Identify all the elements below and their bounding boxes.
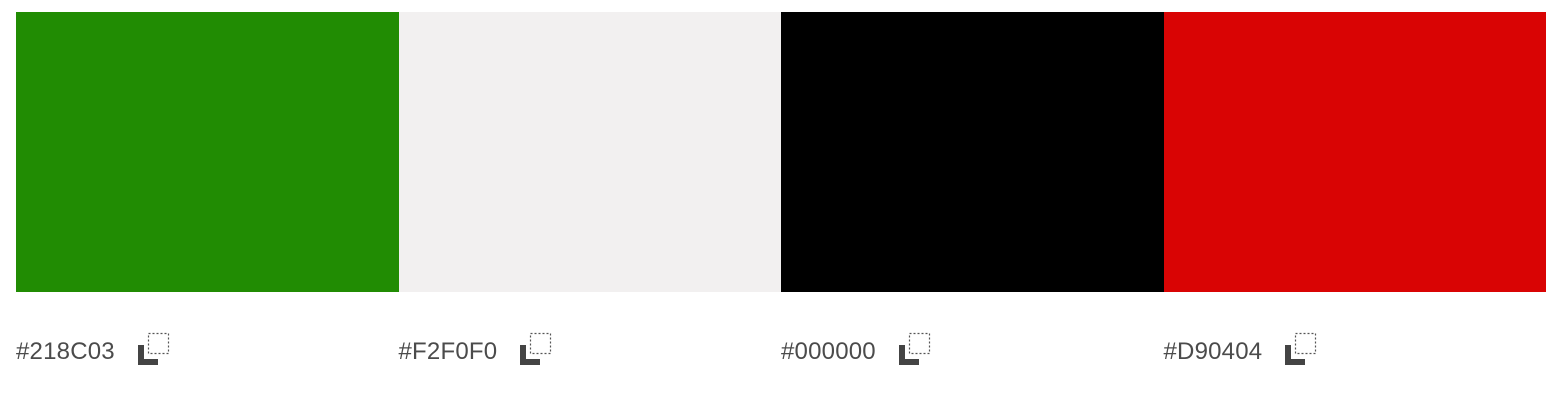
copy-icon[interactable] — [519, 332, 553, 366]
copy-icon[interactable] — [1284, 332, 1318, 366]
color-swatch[interactable] — [399, 12, 782, 292]
hex-code-label: #F2F0F0 — [399, 338, 498, 366]
hex-code-label: #218C03 — [16, 338, 115, 366]
hex-code-label: #000000 — [781, 338, 876, 366]
color-code-row: #218C03 — [16, 330, 171, 374]
color-code-row: #F2F0F0 — [399, 330, 554, 374]
copy-icon[interactable] — [898, 332, 932, 366]
swatch-column: #000000 — [781, 12, 1164, 372]
color-swatch[interactable] — [1164, 12, 1546, 292]
copy-icon[interactable] — [137, 332, 171, 366]
swatch-column: #D90404 — [1164, 12, 1546, 372]
color-code-row: #000000 — [781, 330, 932, 374]
swatch-column: #F2F0F0 — [399, 12, 782, 372]
color-palette: #218C03 #F2F0F0 #000000 — [16, 12, 1546, 372]
swatch-column: #218C03 — [16, 12, 399, 372]
color-swatch[interactable] — [16, 12, 399, 292]
color-code-row: #D90404 — [1164, 330, 1319, 374]
hex-code-label: #D90404 — [1164, 338, 1263, 366]
color-swatch[interactable] — [781, 12, 1164, 292]
